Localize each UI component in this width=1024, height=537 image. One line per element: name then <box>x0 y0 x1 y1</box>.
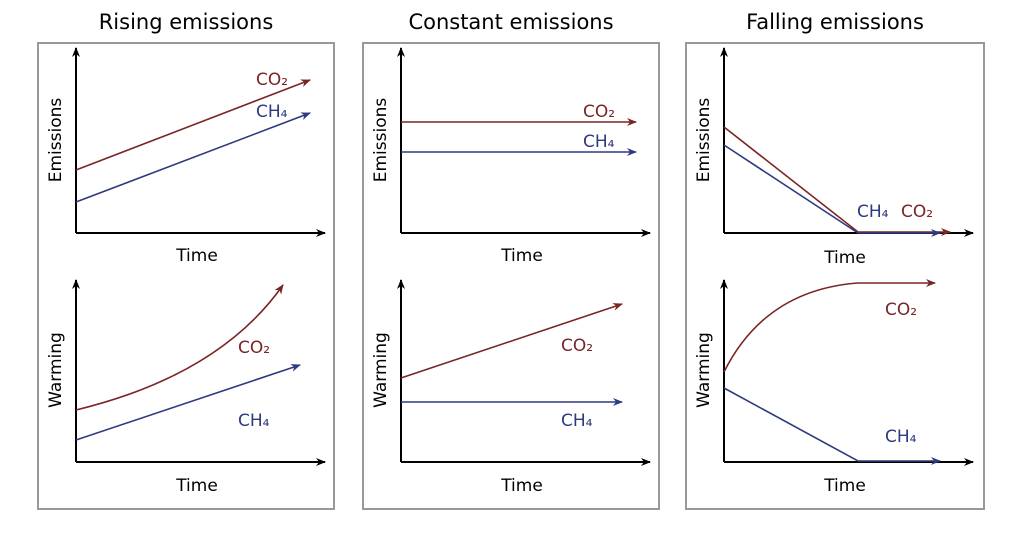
emissions-plot: CH₄ CO₂ Emissions Time <box>694 47 974 268</box>
ch4-line <box>75 364 301 441</box>
ch4-label: CH₄ <box>583 132 615 152</box>
ch4-line <box>723 387 941 465</box>
co2-line <box>75 79 311 171</box>
x-axis-label: Time <box>175 246 218 266</box>
y-axis-label: Warming <box>694 332 714 408</box>
ch4-line <box>75 112 311 203</box>
panel-constant: Constant emissions CO₂ CH₄ Emissions Tim… <box>362 10 660 510</box>
co2-line <box>723 126 951 236</box>
x-axis-label: Time <box>500 476 543 496</box>
warming-plot: CO₂ CH₄ Warming Time <box>46 279 326 496</box>
co2-label: CO₂ <box>583 102 615 122</box>
panel-title: Falling emissions <box>746 10 924 34</box>
co2-label: CO₂ <box>901 202 933 222</box>
y-axis-label: Warming <box>46 332 66 408</box>
warming-plot: CO₂ CH₄ Warming Time <box>371 279 651 496</box>
ch4-line <box>723 144 941 237</box>
x-axis-label: Time <box>823 476 866 496</box>
co2-label: CO₂ <box>256 70 288 90</box>
ch4-label: CH₄ <box>857 202 889 222</box>
warming-plot: CO₂ CH₄ Warming Time <box>694 279 974 496</box>
emissions-plot: CO₂ CH₄ Emissions Time <box>371 47 651 266</box>
co2-curve <box>723 279 936 373</box>
ch4-label: CH₄ <box>561 411 593 431</box>
y-axis-label: Emissions <box>46 98 66 183</box>
co2-line <box>400 303 623 379</box>
x-axis-label: Time <box>175 476 218 496</box>
x-axis-label: Time <box>823 248 866 268</box>
panel-frame <box>37 42 335 510</box>
emissions-plot: CO₂ CH₄ Emissions Time <box>46 47 326 266</box>
panel-rising: Rising emissions CO₂ CH₄ Emissions Time … <box>37 10 335 510</box>
panel-falling: Falling emissions CH₄ CO₂ Emissions Time… <box>685 10 985 510</box>
co2-label: CO₂ <box>561 336 593 356</box>
co2-label: CO₂ <box>238 338 270 358</box>
ch4-label: CH₄ <box>885 427 917 447</box>
panel-frame <box>685 42 985 510</box>
co2-label: CO₂ <box>885 300 917 320</box>
y-axis-label: Warming <box>371 332 391 408</box>
panel-title: Constant emissions <box>408 10 613 34</box>
panel-frame <box>362 42 660 510</box>
y-axis-label: Emissions <box>371 98 391 183</box>
co2-curve <box>75 284 284 411</box>
y-axis-label: Emissions <box>694 98 714 183</box>
panel-title: Rising emissions <box>99 10 274 34</box>
x-axis-label: Time <box>500 246 543 266</box>
ch4-label: CH₄ <box>256 102 288 122</box>
ch4-label: CH₄ <box>238 411 270 431</box>
